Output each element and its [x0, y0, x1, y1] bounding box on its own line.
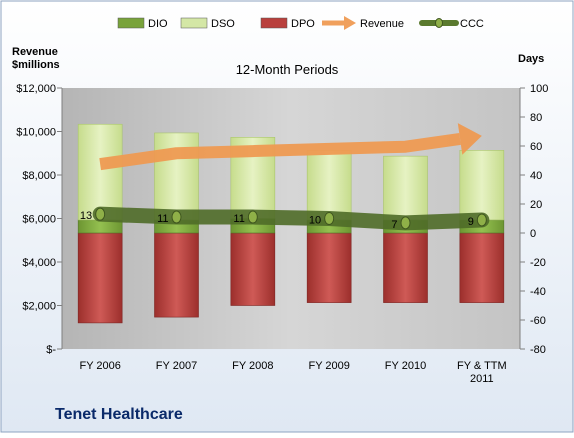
bar-dpo — [77, 232, 123, 324]
ccc-point — [95, 207, 106, 221]
legend-label: DPO — [291, 18, 315, 30]
right-tick-label: 20 — [530, 199, 542, 211]
right-tick-label: 40 — [530, 170, 542, 182]
x-axis: FY 2006 FY 2007 FY 2008 FY 2009 FY 2010 FY & … — [79, 360, 506, 385]
bar-dso — [459, 150, 505, 221]
bar-dso — [77, 123, 123, 221]
right-tick-label: 0 — [530, 228, 536, 240]
x-tick-label: FY 2010 — [385, 360, 426, 372]
right-tick-label: -40 — [530, 286, 546, 298]
legend-arrowhead — [344, 16, 356, 30]
bar-dpo — [383, 232, 428, 303]
left-tick-label: $8,000 — [22, 170, 56, 182]
bar-dpo — [459, 232, 505, 303]
right-axis-label: Days — [518, 53, 544, 65]
bar-dpo — [306, 232, 352, 303]
ccc-line — [92, 206, 490, 231]
legend-swatch — [117, 17, 145, 29]
left-axis-label-line2: $millions — [12, 59, 60, 71]
x-tick-label: FY & TTM — [457, 360, 507, 372]
ccc-data-label: 7 — [391, 219, 397, 231]
legend-item-ccc: CCC — [419, 18, 484, 30]
ccc-point — [324, 212, 335, 225]
ccc-data-label: 10 — [309, 215, 321, 227]
revenue-arrowhead — [457, 123, 482, 155]
legend-swatch — [260, 17, 288, 29]
bar-dpo — [154, 232, 199, 318]
x-tick-label: FY 2006 — [79, 360, 120, 372]
bar-dpo — [230, 232, 276, 306]
x-tick-label: FY 2008 — [232, 360, 273, 372]
bar-dso — [383, 155, 428, 221]
legend-item-revenue: Revenue — [322, 16, 404, 30]
left-tick-label: $6,000 — [22, 214, 56, 226]
bar-dso — [306, 150, 352, 221]
ccc-point — [476, 213, 487, 227]
left-tick-label: $- — [46, 344, 56, 356]
right-axis: -80 -60 -40 -20 0 20 40 60 80 100 — [519, 83, 548, 356]
legend-marker — [435, 18, 443, 28]
legend-item-dpo: DPO — [260, 17, 315, 30]
left-tick-label: $4,000 — [22, 257, 56, 269]
legend-swatch — [180, 17, 208, 29]
legend-label: DIO — [148, 18, 168, 30]
legend-label: DSO — [211, 18, 235, 30]
right-tick-label: 100 — [530, 83, 548, 95]
x-tick-label: 2011 — [470, 373, 494, 385]
left-axis: $- $2,000 $4,000 $6,000 $8,000 $10,000 $12,000 — [16, 83, 63, 356]
right-tick-label: -60 — [530, 315, 546, 327]
ccc-point — [247, 210, 258, 224]
left-tick-label: $10,000 — [16, 127, 56, 139]
ccc-data-label: 11 — [233, 213, 244, 225]
right-tick-label: 80 — [530, 112, 542, 124]
left-tick-label: $12,000 — [16, 83, 56, 95]
ccc-data-label: 11 — [157, 213, 168, 225]
legend-label: CCC — [460, 18, 484, 30]
right-tick-label: 60 — [530, 141, 542, 153]
ccc-point — [400, 216, 411, 230]
legend-label: Revenue — [360, 18, 404, 30]
ccc-data-label: 13 — [80, 210, 92, 222]
legend-item-dso: DSO — [180, 17, 235, 30]
bar-dso — [154, 132, 199, 221]
ccc-data-label: 9 — [468, 216, 474, 228]
company-name: Tenet Healthcare — [55, 406, 183, 423]
left-axis-label-line1: Revenue — [12, 46, 58, 58]
ccc-series: 13 11 11 10 7 9 — [80, 206, 490, 231]
legend: DIO DSO DPO Revenue CCC — [117, 16, 484, 30]
chart-title: 12-Month Periods — [236, 62, 339, 77]
revenue-line — [99, 133, 461, 171]
right-tick-label: -20 — [530, 257, 546, 269]
legend-item-dio: DIO — [117, 17, 168, 30]
revenue-series — [99, 123, 482, 171]
ccc-point — [171, 210, 182, 224]
x-tick-label: FY 2007 — [156, 360, 197, 372]
right-tick-label: -80 — [530, 344, 546, 356]
left-tick-label: $2,000 — [22, 301, 56, 313]
x-tick-label: FY 2009 — [308, 360, 349, 372]
